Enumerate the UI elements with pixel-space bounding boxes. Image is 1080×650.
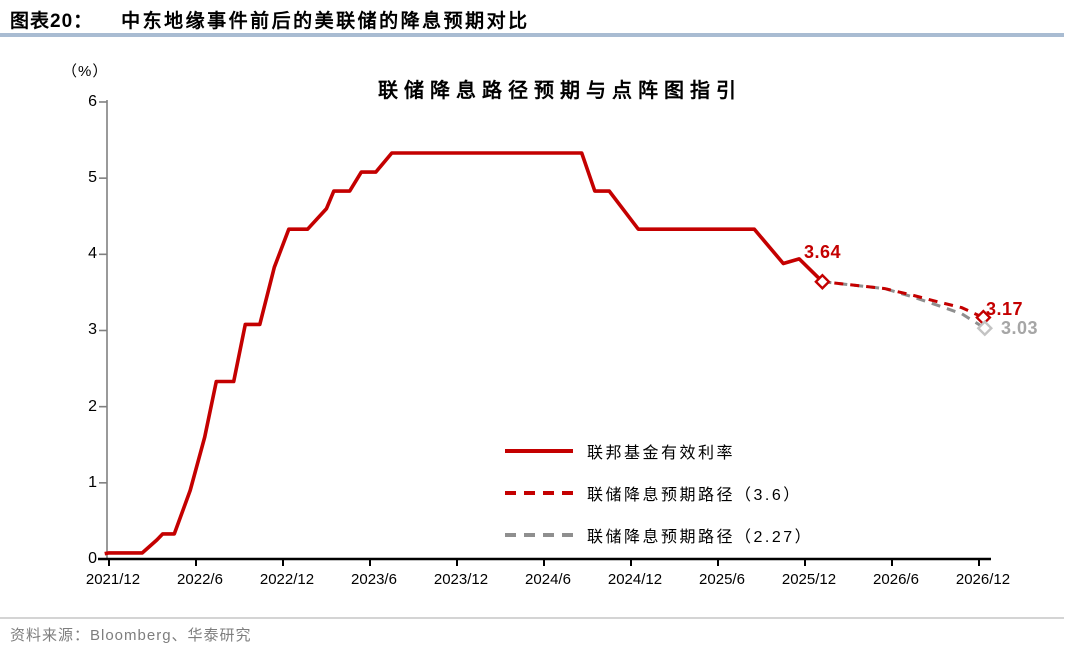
x-tick-label: 2025/6: [699, 571, 745, 588]
expected-path-line-gray: [822, 280, 986, 330]
y-axis-unit-label: （%）: [62, 63, 109, 80]
diamond-marker-3.64: [814, 273, 831, 290]
x-tick-label: 2026/6: [873, 571, 919, 588]
x-tick-label: 2024/12: [607, 571, 663, 588]
y-tick-label: 5: [88, 169, 97, 187]
diamond-marker-3.03: [976, 320, 993, 337]
x-tick-label: 2024/6: [525, 571, 571, 588]
expected-path-line-red: [822, 280, 984, 319]
value-label-3-17: 3.17: [986, 299, 1024, 319]
figure-number-label: 图表20：: [10, 11, 94, 32]
legend: 联邦基金有效利率 联储降息预期路径（3.6） 联储降息预期路径（2.27）: [505, 430, 813, 556]
value-label-3-03: 3.03: [1001, 318, 1039, 338]
legend-line-sample-solid-red: [505, 449, 573, 453]
figure-title: 中东地缘事件前后的美联储的降息预期对比: [121, 11, 530, 32]
y-tick-label: 2: [88, 397, 97, 415]
axes: [98, 100, 991, 566]
source-note: 资料来源：Bloomberg、华泰研究: [10, 627, 252, 644]
legend-line-sample-dashed-red: [505, 491, 573, 495]
figure-header: 图表20： 中东地缘事件前后的美联储的降息预期对比: [10, 6, 1070, 32]
dot-plot-diamond-markers: [814, 273, 993, 337]
x-tick-label: 2022/6: [177, 571, 223, 588]
x-axis-ticks: [108, 559, 980, 566]
value-label-3-64: 3.64: [804, 242, 842, 262]
fed-funds-rate-line: [104, 151, 824, 556]
legend-item-expected-path-gray: 联储降息预期路径（2.27）: [505, 514, 813, 556]
x-tick-label: 2023/12: [433, 571, 489, 588]
footer-divider: [0, 617, 1064, 619]
x-tick-label: 2023/6: [351, 571, 397, 588]
y-tick-label: 3: [88, 321, 97, 339]
x-tick-label: 2021/12: [85, 571, 141, 588]
y-tick-label: 4: [88, 245, 97, 263]
x-tick-label: 2026/12: [955, 571, 1011, 588]
x-tick-label: 2025/12: [781, 571, 837, 588]
header-underline: [0, 33, 1064, 37]
legend-label: 联储降息预期路径（3.6）: [587, 487, 802, 504]
legend-label: 联储降息预期路径（2.27）: [587, 529, 814, 546]
legend-label: 联邦基金有效利率: [587, 445, 736, 462]
y-tick-label: 1: [88, 473, 97, 491]
y-tick-label: 6: [88, 92, 97, 110]
legend-item-expected-path-red: 联储降息预期路径（3.6）: [505, 472, 813, 514]
chart-title: 联储降息路径预期与点阵图指引: [378, 80, 742, 102]
y-tick-label: 0: [88, 550, 97, 567]
legend-item-fed-funds-rate: 联邦基金有效利率: [505, 430, 813, 472]
legend-line-sample-dashed-gray: [505, 533, 573, 537]
y-axis-ticks: [99, 101, 107, 560]
x-tick-label: 2022/12: [259, 571, 315, 588]
